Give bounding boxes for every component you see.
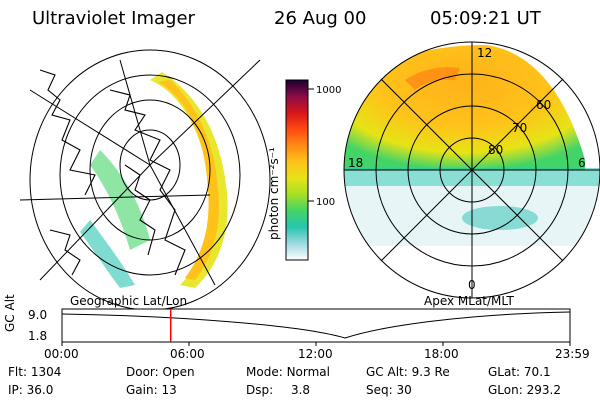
colorbar: 1000 100 photon cm⁻²s⁻¹ <box>267 79 341 261</box>
dsp-value: 3.8 <box>290 383 311 397</box>
mlt-label-6: 6 <box>578 156 586 170</box>
gc-alt-value: 9.3 Re <box>411 365 450 379</box>
ip-value: 36.0 <box>26 383 54 397</box>
door-label: Door: Open <box>126 365 195 379</box>
aurora-oval <box>344 45 585 170</box>
magnetic-polar-plot: 12 18 6 0 60 70 80 <box>343 41 600 299</box>
mode-value: Normal <box>286 365 330 379</box>
altitude-y-tick: 9.0 <box>28 308 48 322</box>
geographic-map <box>19 49 271 311</box>
mlt-label-12: 12 <box>477 46 492 60</box>
colorbar-ramp <box>285 79 309 261</box>
altitude-x-tick: 06:00 <box>170 347 205 361</box>
lat-label-70: 70 <box>512 121 527 135</box>
altitude-x-tick: 23:59 <box>555 347 590 361</box>
mlt-label-0: 0 <box>468 278 476 292</box>
altitude-curve <box>61 311 571 339</box>
left-panel-label: Geographic Lat/Lon <box>70 294 188 308</box>
meridian <box>149 164 216 286</box>
altitude-y-tick: 1.8 <box>28 329 48 343</box>
mlt-label-18: 18 <box>348 156 363 170</box>
aurora-diffuse-patch <box>462 206 538 230</box>
colorbar-unit-label: photon cm⁻²s⁻¹ <box>267 147 281 240</box>
meridian <box>149 59 261 166</box>
header-time: 05:09:21 UT <box>430 8 541 29</box>
instrument-title: Ultraviolet Imager <box>32 8 195 29</box>
lat-label-60: 60 <box>536 98 551 112</box>
lat-circle-inner <box>89 99 211 241</box>
gain-value: 13 <box>161 383 177 397</box>
dsp-label: Dsp: 3.8 <box>246 383 311 397</box>
aurora-band-outer <box>150 72 228 288</box>
ip-label: IP: 36.0 <box>8 383 54 397</box>
meridian <box>19 194 211 201</box>
glon-value: 293.2 <box>526 383 561 397</box>
altitude-x-tick: 12:00 <box>298 347 333 361</box>
altitude-x-tick: 18:00 <box>424 347 459 361</box>
mlt-diagonal <box>380 78 564 262</box>
colorbar-tick-label: 1000 <box>316 85 341 96</box>
coastlines <box>39 69 186 276</box>
aurora-diffuse-low <box>80 220 135 288</box>
glat-value: 70.1 <box>523 365 551 379</box>
meridian <box>39 164 151 281</box>
mode-label: Mode: Normal <box>246 365 330 379</box>
altitude-frame <box>61 308 571 343</box>
colorbar-tick-label: 100 <box>316 197 335 208</box>
lat-circle-mid <box>59 74 241 276</box>
altitude-axis-label: GC Alt <box>3 294 17 332</box>
header-date: 26 Aug 00 <box>274 8 367 29</box>
flight-value: 1304 <box>30 365 62 379</box>
seq-value: 30 <box>396 383 412 397</box>
aurora-bright-spot <box>405 67 460 90</box>
gain-label: Gain: 13 <box>126 383 177 397</box>
altitude-strip <box>61 308 571 346</box>
seq-label: Seq: 30 <box>366 383 412 397</box>
glat-label: GLat: 70.1 <box>488 365 551 379</box>
glon-label: GLon: 293.2 <box>488 383 561 397</box>
gc-alt-label: GC Alt: 9.3 Re <box>366 365 450 379</box>
lat-label-80: 80 <box>488 143 503 157</box>
flight-label: Flt: 1304 <box>8 365 62 379</box>
altitude-x-tick: 00:00 <box>44 347 79 361</box>
lat-circle-outer <box>29 49 271 311</box>
aurora-diffuse <box>90 150 150 250</box>
door-value: Open <box>162 365 195 379</box>
aurora-band-inner <box>158 80 220 280</box>
meridian <box>29 89 151 166</box>
right-panel-label: Apex MLat/MLT <box>424 294 514 308</box>
